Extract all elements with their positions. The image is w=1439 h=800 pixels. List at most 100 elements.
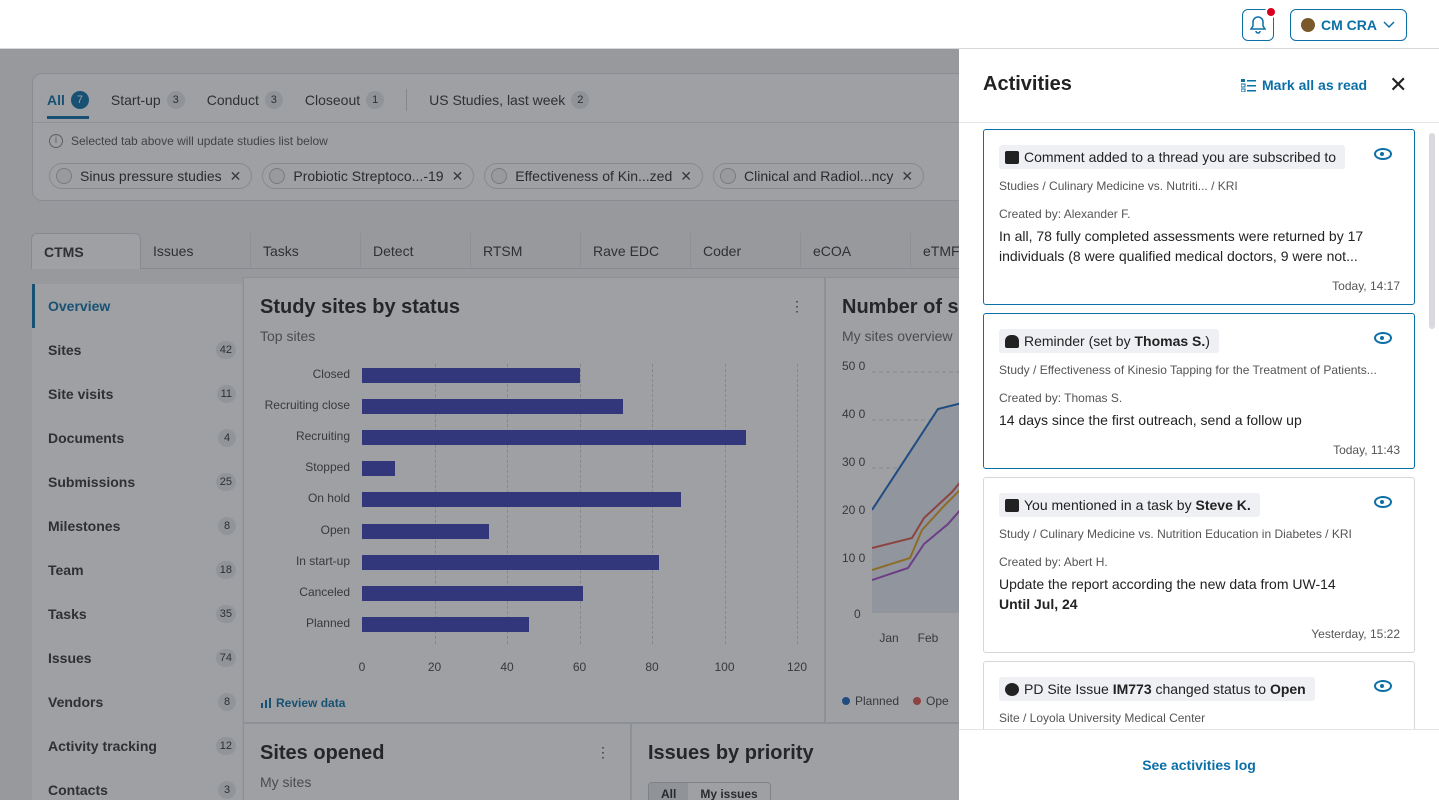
- activity-created-by: Created by: Abert H.: [999, 555, 1108, 569]
- tab-start-up[interactable]: Start-up 3: [111, 88, 185, 112]
- eye-icon[interactable]: [1374, 680, 1392, 692]
- sidebar-item-tasks[interactable]: Tasks 35: [32, 592, 242, 636]
- close-icon[interactable]: ✕: [1389, 72, 1408, 97]
- close-icon[interactable]: ✕: [229, 167, 242, 184]
- tab-ctms[interactable]: CTMS: [31, 233, 141, 269]
- activity-card[interactable]: PD Site Issue IM773 changed status to Op…: [983, 661, 1415, 729]
- activity-header-text: PD Site Issue: [1024, 681, 1113, 697]
- sidebar-item-team[interactable]: Team 18: [32, 548, 242, 592]
- info-text: Selected tab above will update studies l…: [71, 134, 328, 148]
- study-chip[interactable]: Sinus pressure studies ✕: [49, 163, 253, 189]
- tab-conduct[interactable]: Conduct 3: [207, 88, 283, 112]
- panel-title: Activities: [983, 73, 1072, 95]
- legend-dot: [842, 697, 850, 705]
- y-tick: 0: [854, 607, 861, 621]
- bar[interactable]: [362, 430, 747, 446]
- bar[interactable]: [362, 554, 660, 570]
- activity-path[interactable]: Site / Loyola University Medical Center: [999, 711, 1206, 725]
- sidebar-item-label: Overview: [48, 298, 111, 314]
- sidebar-item-site-visits[interactable]: Site visits 11: [32, 372, 242, 416]
- mark-all-read-button[interactable]: Mark all as read: [1241, 77, 1367, 93]
- study-chip[interactable]: Effectiveness of Kin...zed ✕: [484, 163, 703, 189]
- tab-coder[interactable]: Coder: [691, 233, 801, 269]
- count-badge: 4: [218, 429, 236, 447]
- sidebar-item-label: Milestones: [48, 518, 121, 534]
- filter-all[interactable]: All: [649, 783, 689, 800]
- divider: [406, 89, 408, 111]
- activities-panel: Activities Mark all as read ✕ Comment ad…: [959, 49, 1439, 800]
- tab-rtsm[interactable]: RTSM: [471, 233, 581, 269]
- tab-saved-view[interactable]: US Studies, last week 2: [429, 88, 590, 112]
- more-options-icon[interactable]: ⋮: [790, 298, 804, 314]
- y-tick: 10 0: [842, 551, 866, 565]
- count-badge: 11: [216, 385, 236, 403]
- sidebar-item-sites[interactable]: Sites 42: [32, 328, 242, 372]
- activity-text: Update the report according the new data…: [999, 574, 1399, 614]
- sidebar-item-activity-tracking[interactable]: Activity tracking 12: [32, 724, 242, 768]
- activity-card[interactable]: Comment added to a thread you are subscr…: [983, 129, 1415, 305]
- legend-item: Planned: [842, 694, 899, 708]
- activity-path[interactable]: Study / Effectiveness of Kinesio Tapping…: [999, 363, 1377, 377]
- x-tick: Feb: [917, 631, 939, 645]
- activity-path[interactable]: Study / Culinary Medicine vs. Nutrition …: [999, 527, 1352, 541]
- activity-path[interactable]: Studies / Culinary Medicine vs. Nutriti.…: [999, 179, 1238, 193]
- activity-header: PD Site Issue IM773 changed status to Op…: [999, 677, 1315, 701]
- bar[interactable]: [362, 585, 584, 601]
- sidebar-item-documents[interactable]: Documents 4: [32, 416, 242, 460]
- count-badge: 3: [218, 781, 236, 799]
- bar[interactable]: [362, 399, 623, 415]
- series-open-line: [872, 482, 959, 549]
- category-label: Recruiting close: [264, 398, 350, 413]
- tab-etmf[interactable]: eTMF: [911, 233, 959, 269]
- category-label: Recruiting: [295, 429, 350, 444]
- close-icon[interactable]: ✕: [901, 167, 914, 184]
- tab-all[interactable]: All 7: [47, 88, 89, 112]
- chip-label: Clinical and Radiol...ncy: [743, 168, 894, 184]
- study-chip[interactable]: Clinical and Radiol...ncy ✕: [712, 163, 925, 189]
- activity-header: Reminder (set by Thomas S.): [999, 329, 1219, 353]
- modal-overlay[interactable]: [0, 49, 959, 800]
- activity-card[interactable]: You mentioned in a task by Steve K. Stud…: [983, 477, 1415, 653]
- tab-rave-edc[interactable]: Rave EDC: [581, 233, 691, 269]
- bar[interactable]: [362, 368, 580, 383]
- issues-filter-toggle: All My issues: [648, 782, 771, 800]
- close-icon[interactable]: ✕: [680, 167, 692, 184]
- activity-time: Yesterday, 15:22: [1311, 627, 1400, 641]
- tab-count: 1: [366, 91, 385, 109]
- tab-ecoa[interactable]: eCOA: [801, 233, 911, 269]
- bar[interactable]: [362, 523, 489, 539]
- divider: [33, 122, 959, 123]
- chevron-down-icon: [1383, 21, 1395, 29]
- x-tick: 0: [358, 659, 366, 674]
- panel-footer: See activities log: [959, 729, 1439, 800]
- panel-header: Activities Mark all as read ✕: [959, 49, 1439, 123]
- eye-icon[interactable]: [1374, 332, 1392, 344]
- sidebar-item-submissions[interactable]: Submissions 25: [32, 460, 242, 504]
- bar[interactable]: [362, 492, 681, 508]
- activity-card[interactable]: Reminder (set by Thomas S.) Study / Effe…: [983, 313, 1415, 469]
- filter-my-issues[interactable]: My issues: [700, 787, 758, 800]
- activity-header-issue-id: IM773: [1112, 681, 1152, 697]
- sidebar-item-overview[interactable]: Overview: [32, 284, 242, 328]
- notifications-button[interactable]: [1242, 6, 1277, 41]
- close-icon[interactable]: ✕: [451, 167, 464, 184]
- study-chip[interactable]: Probiotic Streptoco...-19 ✕: [262, 163, 475, 189]
- sidebar-item-contacts[interactable]: Contacts 3: [32, 768, 242, 800]
- sidebar-item-vendors[interactable]: Vendors 8: [32, 680, 242, 724]
- eye-icon[interactable]: [1374, 496, 1392, 508]
- more-options-icon[interactable]: ⋮: [596, 744, 610, 760]
- eye-icon[interactable]: [1374, 148, 1392, 160]
- bar[interactable]: [362, 616, 529, 632]
- y-tick: 30 0: [842, 455, 866, 469]
- user-menu-button[interactable]: CM CRA: [1290, 9, 1407, 41]
- tab-closeout[interactable]: Closeout 1: [305, 88, 385, 112]
- see-activities-log-link[interactable]: See activities log: [1142, 757, 1256, 773]
- sidebar-item-milestones[interactable]: Milestones 8: [32, 504, 242, 548]
- sidebar-item-issues[interactable]: Issues 74: [32, 636, 242, 680]
- bar[interactable]: [362, 461, 395, 477]
- scrollbar[interactable]: [1429, 133, 1435, 329]
- review-data-link[interactable]: Review data: [260, 696, 345, 710]
- tab-detect[interactable]: Detect: [361, 233, 471, 269]
- tab-tasks[interactable]: Tasks: [251, 233, 361, 269]
- tab-issues[interactable]: Issues: [141, 233, 251, 269]
